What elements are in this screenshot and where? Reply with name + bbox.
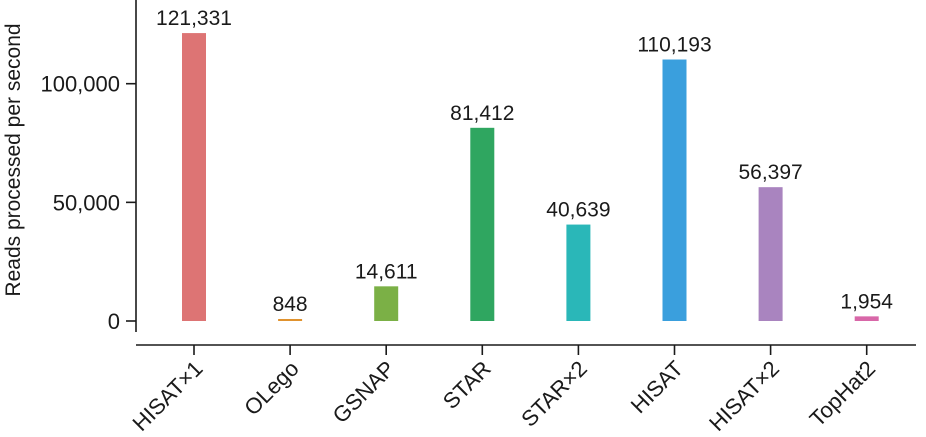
y-axis-title: Reads processed per second xyxy=(2,23,25,296)
y-axis-title-group: Reads processed per second xyxy=(2,23,25,296)
value-label: 110,193 xyxy=(637,34,711,57)
x-tick-label: HISAT xyxy=(626,356,688,418)
y-tick-label: 0 xyxy=(108,309,120,334)
value-labels: 121,331 848 14,611 81,412 40,639 110,193 56,39… xyxy=(156,7,893,316)
x-tick-label: OLego xyxy=(239,356,303,420)
value-label: 56,397 xyxy=(738,161,802,184)
y-ticks: 0 50,000 100,000 xyxy=(40,72,136,334)
x-tick-label: TopHat2 xyxy=(805,356,881,432)
value-label: 121,331 xyxy=(156,7,232,30)
bar xyxy=(662,59,687,321)
bar xyxy=(854,316,879,321)
bar xyxy=(278,318,303,321)
bar xyxy=(470,127,495,321)
value-label: 1,954 xyxy=(840,290,893,313)
x-tick-label: STAR xyxy=(438,356,496,414)
y-tick-label: 50,000 xyxy=(53,190,120,215)
value-label: 81,412 xyxy=(450,102,514,125)
bar xyxy=(182,33,206,321)
value-label: 40,639 xyxy=(546,199,610,222)
x-tick-label: HISAT×2 xyxy=(704,356,784,436)
y-tick-label: 100,000 xyxy=(40,72,120,97)
x-tick-label: HISAT×1 xyxy=(127,356,207,436)
bar xyxy=(566,224,591,321)
value-label: 14,611 xyxy=(355,260,418,283)
x-tick-label: STAR×2 xyxy=(516,356,592,432)
x-ticks: HISAT×1 OLego GSNAP STAR STAR×2 HISAT HISAT×2 T… xyxy=(127,345,880,436)
x-tick-label: GSNAP xyxy=(328,356,400,428)
bar xyxy=(758,187,783,321)
bar xyxy=(374,286,399,321)
value-label: 848 xyxy=(273,293,308,316)
bars xyxy=(182,33,879,321)
